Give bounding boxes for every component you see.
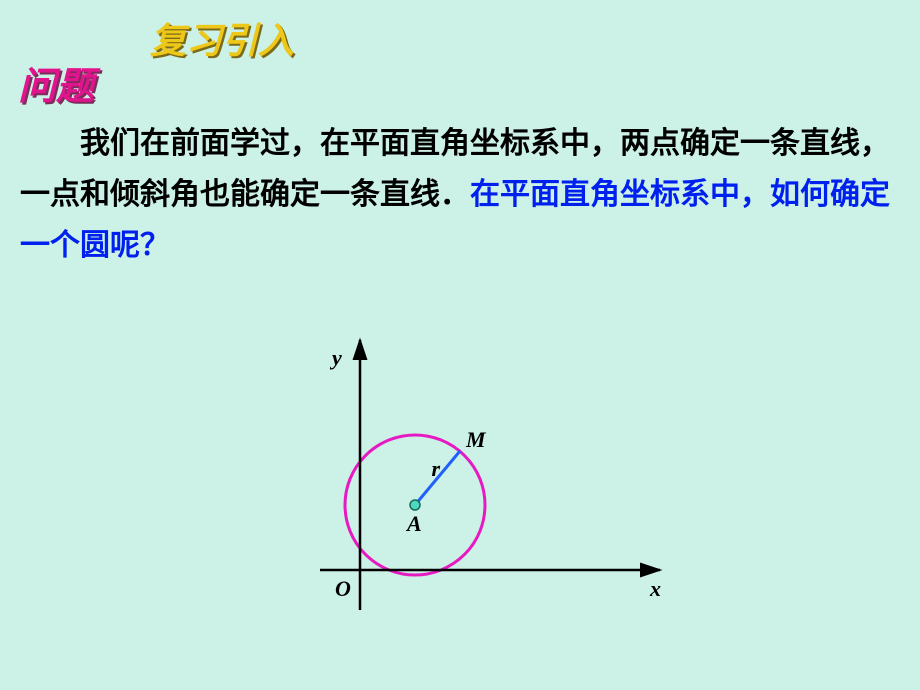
x-axis-label: x	[650, 576, 661, 602]
diagram-svg	[270, 320, 670, 660]
section-title: 复习引入	[150, 12, 294, 64]
center-a-label: A	[407, 511, 422, 537]
coordinate-diagram: y x O M r A	[270, 320, 670, 660]
point-m-label: M	[466, 427, 486, 453]
subsection-title: 问题	[18, 55, 94, 110]
body-paragraph: 我们在前面学过，在平面直角坐标系中，两点确定一条直线，一点和倾斜角也能确定一条直…	[20, 118, 900, 271]
y-axis-label: y	[332, 345, 342, 371]
origin-label: O	[335, 576, 351, 602]
radius-label: r	[432, 456, 441, 482]
